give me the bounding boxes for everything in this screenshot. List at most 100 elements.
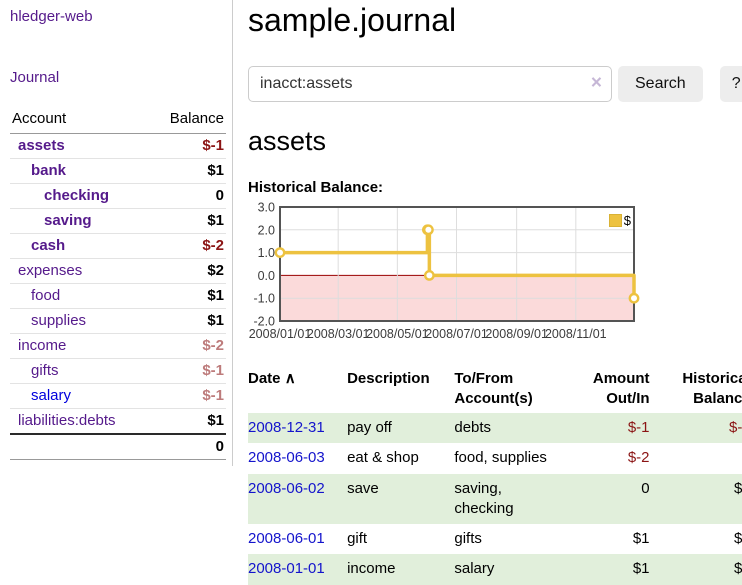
account-row: salary $-1 xyxy=(10,383,226,408)
sidebar-account-link[interactable]: assets xyxy=(18,137,65,154)
app-title-link[interactable]: hledger-web xyxy=(10,8,93,25)
search-input[interactable] xyxy=(248,65,612,102)
account-row: assets $-1 xyxy=(10,134,226,158)
x-axis-tick-label: 2008/01/01 xyxy=(249,327,312,341)
x-axis-tick-label: 2008/03/01 xyxy=(307,327,370,341)
x-axis-tick-label: 2008/05/01 xyxy=(366,327,429,341)
accounts-total-row: 0 xyxy=(10,433,226,460)
cell-balance: 0 xyxy=(652,443,742,473)
sidebar-account-link[interactable]: liabilities:debts xyxy=(18,412,116,429)
sidebar-account-link[interactable]: gifts xyxy=(31,362,59,379)
sidebar-account-link[interactable]: expenses xyxy=(18,262,83,279)
account-balance: $-1 xyxy=(202,137,224,154)
column-header-date[interactable]: Date ∧ xyxy=(248,367,347,413)
account-row: checking 0 xyxy=(10,183,226,208)
cell-description: eat & shop xyxy=(347,449,419,467)
account-balance: 0 xyxy=(215,187,224,204)
account-balance: $-2 xyxy=(202,337,224,354)
cell-accounts: gifts xyxy=(454,530,482,548)
account-row: expenses $2 xyxy=(10,258,226,283)
cell-description: pay off xyxy=(347,419,392,437)
sidebar-account-link[interactable]: salary xyxy=(31,387,72,404)
accounts-header-account: Account xyxy=(12,110,67,127)
sidebar-account-link[interactable]: income xyxy=(18,337,67,354)
accounts-rows: assets $-1 bank $1 checking 0 saving $1 cash $-2 e… xyxy=(10,134,226,433)
account-row: saving $1 xyxy=(10,208,226,233)
account-balance: $1 xyxy=(207,212,224,229)
transaction-date-link[interactable]: 2008-01-01 xyxy=(248,560,325,578)
y-axis-tick-label: -1.0 xyxy=(253,292,275,306)
legend-swatch-icon xyxy=(608,214,622,228)
account-row: supplies $1 xyxy=(10,308,226,333)
account-row: income $-2 xyxy=(10,333,226,358)
column-header-balance: Historical Balance xyxy=(682,370,742,408)
chart-data-point xyxy=(423,270,435,282)
chart-canvas: 3.0 2.0 1.0 0.0 -1.0 -2.02008/01/012008/03/01… xyxy=(249,201,640,341)
account-balance: $-2 xyxy=(202,237,224,254)
page-title: sample.journal xyxy=(248,2,457,38)
cell-accounts: saving, checking xyxy=(454,479,514,517)
cell-amount: $-2 xyxy=(627,449,650,467)
chart-data-point xyxy=(422,224,434,236)
y-axis-tick-label: 3.0 xyxy=(258,201,275,215)
account-balance: $2 xyxy=(207,262,224,279)
sidebar-account-link[interactable]: supplies xyxy=(31,312,87,329)
transaction-date-link[interactable]: 2008-06-03 xyxy=(248,449,325,467)
y-axis-tick-label: 0.0 xyxy=(258,269,275,283)
cell-amount: $1 xyxy=(632,560,650,578)
clear-search-icon[interactable]: × xyxy=(590,72,602,94)
search-form: × Search ? xyxy=(248,65,742,102)
cell-accounts: salary xyxy=(454,560,495,578)
y-axis-tick-label: -2.0 xyxy=(253,315,275,329)
search-box: × xyxy=(248,65,612,102)
cell-date: 2008-06-02 xyxy=(248,474,347,525)
column-header-description: Description xyxy=(347,370,430,388)
cell-description: income xyxy=(347,560,396,578)
help-button[interactable]: ? xyxy=(719,65,742,102)
table-row: 2008-06-03 eat & shop food, supplies $-20 xyxy=(248,443,742,473)
account-row: cash $-2 xyxy=(10,233,226,258)
transaction-date-link[interactable]: 2008-06-02 xyxy=(248,479,325,497)
transaction-date-link[interactable]: 2008-12-31 xyxy=(248,419,325,437)
sidebar-item-journal[interactable]: Journal xyxy=(10,69,60,86)
sidebar-account-link[interactable]: food xyxy=(31,287,61,304)
y-axis-tick-label: 2.0 xyxy=(258,224,275,238)
cell-balance: $1 xyxy=(734,560,742,578)
search-button[interactable]: Search xyxy=(618,65,703,102)
register-rows: 2008-12-31 pay off debts $-1 $-1 2008-06-03 ea… xyxy=(248,413,742,585)
x-axis-tick-label: 2008/07/01 xyxy=(425,327,488,341)
legend-label: $ xyxy=(623,213,631,229)
sidebar-account-link[interactable]: cash xyxy=(31,237,66,254)
account-balance: $-1 xyxy=(202,387,224,404)
register-header-row: Date ∧ Description To/From Account(s) Am… xyxy=(248,367,742,413)
table-row: 2008-12-31 pay off debts $-1 $-1 xyxy=(248,413,742,444)
accounts-header-balance: Balance xyxy=(169,110,224,127)
transaction-date-link[interactable]: 2008-06-01 xyxy=(248,530,325,548)
accounts-table: Account Balance assets $-1 bank $1 checking 0… xyxy=(10,108,226,460)
x-axis-tick-label: 2008/11/01 xyxy=(545,327,607,341)
sidebar-account-link[interactable]: checking xyxy=(44,187,110,204)
chart-border xyxy=(279,206,635,323)
cell-amount: $1 xyxy=(632,530,650,548)
account-row: liabilities:debts $1 xyxy=(10,408,226,433)
sidebar-account-link[interactable]: saving xyxy=(44,212,92,229)
account-row: food $1 xyxy=(10,283,226,308)
chart-legend: $ xyxy=(606,212,633,230)
sort-ascending-icon: ∧ xyxy=(284,370,296,388)
chart-title: Historical Balance: xyxy=(248,179,384,197)
cell-balance: $2 xyxy=(734,479,742,497)
cell-amount: $-1 xyxy=(627,419,650,437)
sidebar-account-link[interactable]: bank xyxy=(31,162,67,179)
account-balance: $-1 xyxy=(202,362,224,379)
account-balance: $1 xyxy=(207,412,224,429)
cell-date: 2008-06-01 xyxy=(248,524,347,554)
column-header-amount: Amount Out/In xyxy=(592,370,650,408)
table-row: 2008-01-01 income salary $1 $1 xyxy=(248,554,742,585)
cell-accounts: food, supplies xyxy=(454,449,547,467)
cell-balance: $2 xyxy=(734,530,742,548)
balance-chart: 3.0 2.0 1.0 0.0 -1.0 -2.0 2008/01/01 2008/03/01… xyxy=(248,201,640,345)
accounts-header: Account Balance xyxy=(10,108,226,134)
account-heading: assets xyxy=(248,125,327,156)
cell-description: save xyxy=(347,479,379,497)
